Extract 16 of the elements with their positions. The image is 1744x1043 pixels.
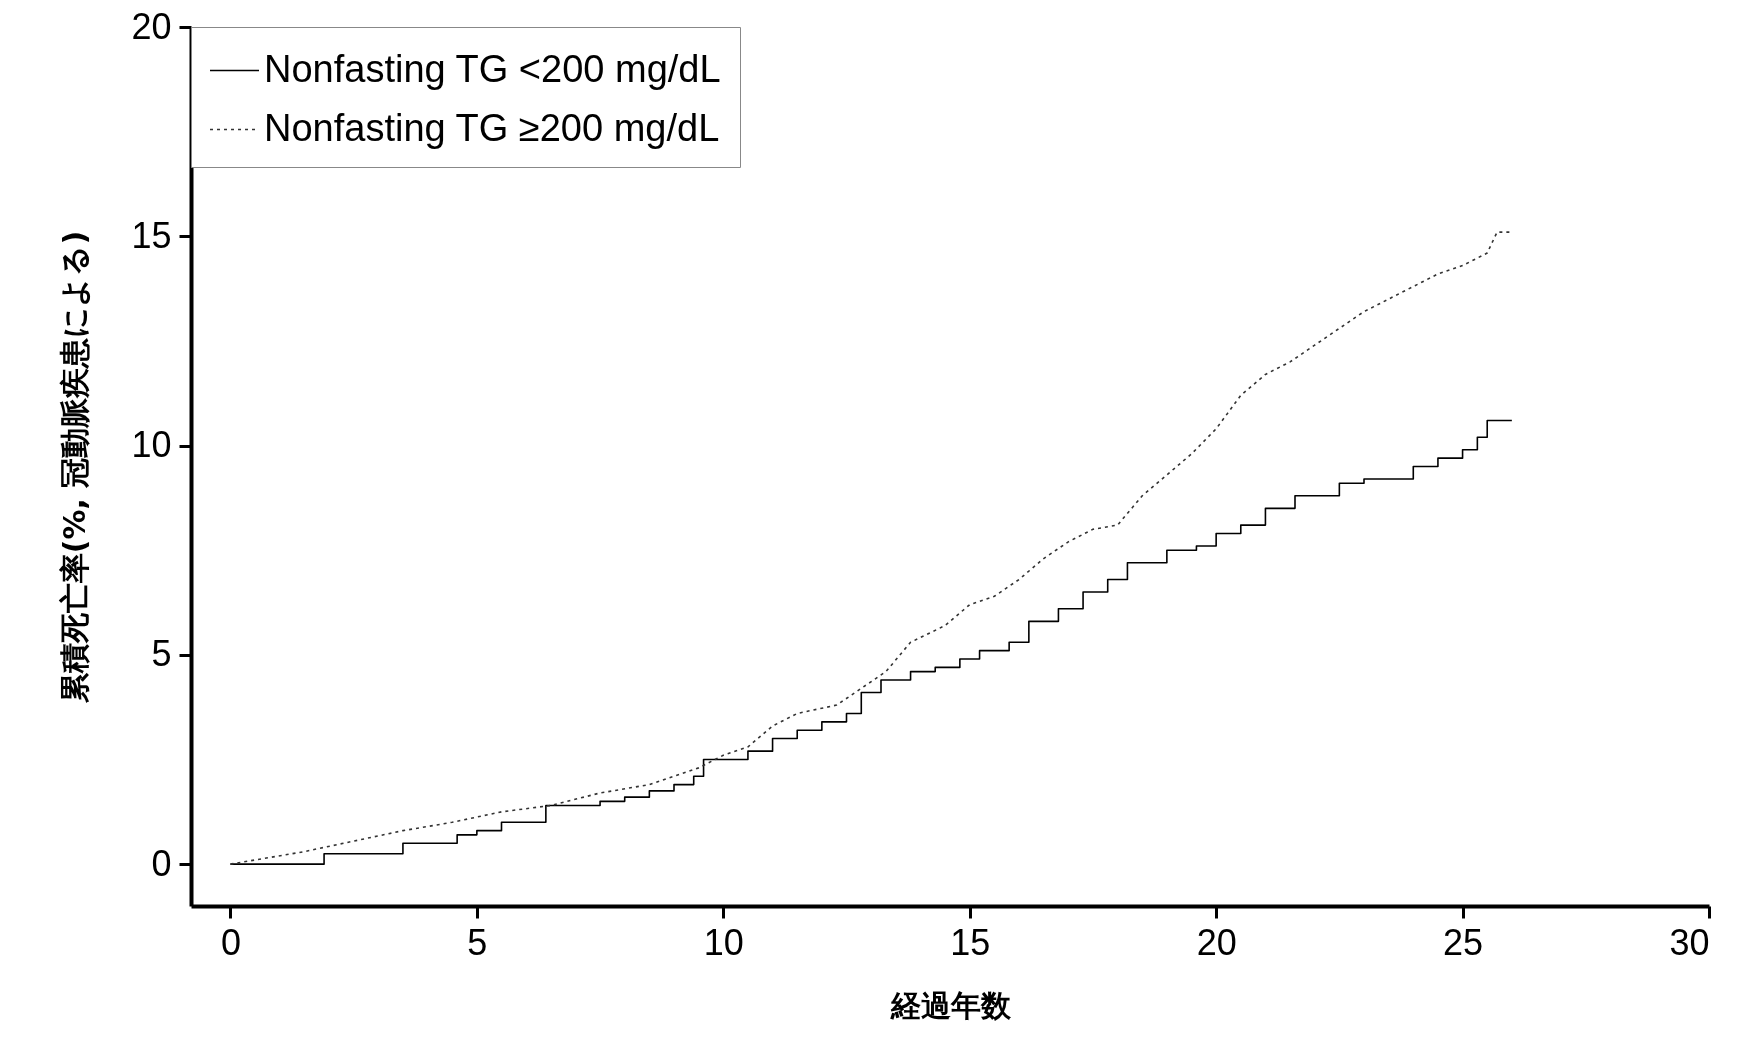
x-tick-label: 20 [1196,921,1237,963]
x-tick-label: 10 [703,921,744,963]
x-tick-label: 25 [1443,921,1484,963]
legend-label: Nonfasting TG <200 mg/dL [264,47,721,90]
y-tick-label: 20 [131,5,172,47]
y-tick-label: 15 [131,214,172,256]
x-tick-label: 15 [950,921,991,963]
y-tick-label: 0 [151,842,172,884]
y-axis-title: 累積死亡率(%, 冠動脈疾患による) [57,230,93,705]
x-tick-label: 30 [1669,921,1710,963]
x-tick-label: 0 [220,921,241,963]
y-tick-label: 5 [151,633,172,675]
x-tick-label: 5 [467,921,488,963]
legend-label: Nonfasting TG ≥200 mg/dL [264,106,720,149]
x-axis-title: 経過年数 [889,987,1012,1023]
y-tick-label: 10 [131,424,172,466]
